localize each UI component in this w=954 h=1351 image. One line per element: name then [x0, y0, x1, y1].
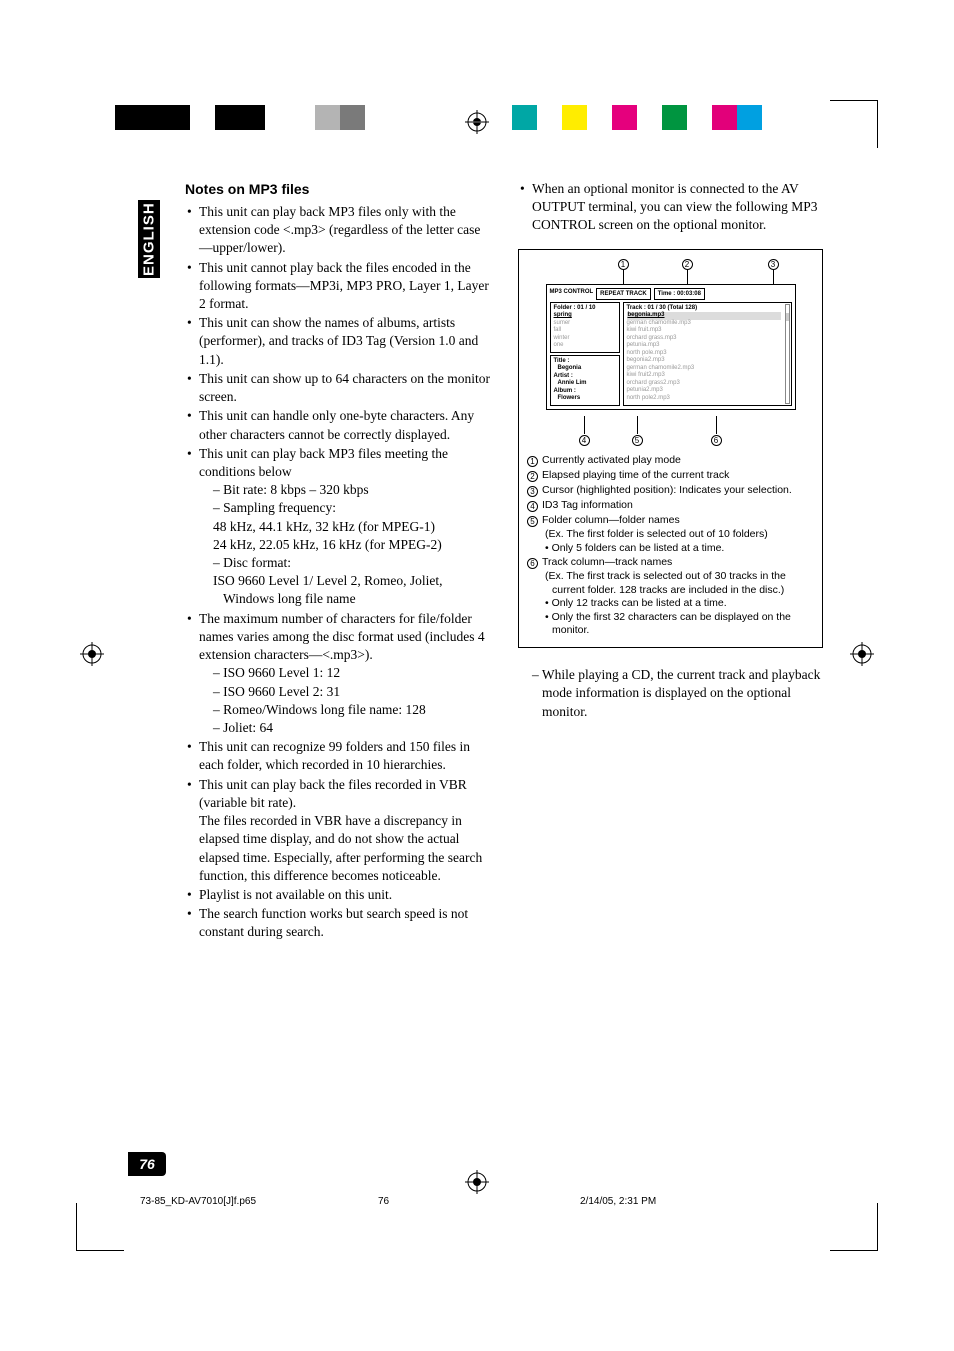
id3-artist: Annie Lim: [554, 380, 616, 388]
folder-item: fall: [554, 327, 616, 335]
registration-mark-left: [78, 640, 106, 668]
track-panel: Track : 01 / 30 (Total 128) begonia.mp3g…: [623, 302, 792, 406]
crop-mark: [830, 100, 878, 148]
scrollbar: [785, 304, 790, 404]
notes-list: This unit can play back MP3 files only w…: [185, 203, 490, 942]
right-column: When an optional monitor is connected to…: [518, 180, 823, 943]
id3-title: Begonia: [554, 365, 616, 373]
track-item: german chamomile.mp3: [627, 320, 781, 328]
registration-mark-right: [848, 640, 876, 668]
callout-5: 5: [632, 435, 643, 446]
crop-mark: [830, 1203, 878, 1251]
left-column: Notes on MP3 files This unit can play ba…: [185, 180, 490, 943]
track-item: north pole.mp3: [627, 350, 781, 358]
folder-item: winter: [554, 335, 616, 343]
figure-legend: 1Currently activated play mode2Elapsed p…: [527, 454, 814, 638]
mp3-screen: MP3 CONTROL REPEAT TRACK Time : 00:03:08…: [546, 284, 796, 410]
note-item: This unit can handle only one-byte chara…: [185, 407, 490, 443]
track-item: orchard grass.mp3: [627, 335, 781, 343]
legend-item: 5Folder column—folder names(Ex. The firs…: [527, 514, 814, 555]
track-item: petunia2.mp3: [627, 387, 781, 395]
left-panels: Folder : 01 / 10 springsumerfallwinteron…: [550, 302, 620, 406]
track-item: kiwi fruit.mp3: [627, 327, 781, 335]
footer-page: 76: [378, 1196, 389, 1207]
page-content: Notes on MP3 files This unit can play ba…: [135, 180, 823, 943]
note-item: This unit can play back MP3 files meetin…: [185, 445, 490, 609]
screen-title: MP3 CONTROL: [550, 288, 594, 300]
screen-mode: REPEAT TRACK: [596, 288, 651, 300]
legend-item: 2Elapsed playing time of the current tra…: [527, 469, 814, 483]
id3-album-label: Album :: [554, 388, 616, 396]
id3-panel: Title : Begonia Artist : Annie Lim Album…: [550, 355, 620, 406]
track-item: begonia2.mp3: [627, 357, 781, 365]
note-item: The maximum number of characters for fil…: [185, 610, 490, 738]
footer-file: 73-85_KD-AV7010[J]f.p65: [140, 1196, 256, 1207]
track-item: petunia.mp3: [627, 342, 781, 350]
crop-mark: [76, 1203, 124, 1251]
track-item: north pole2.mp3: [627, 395, 781, 403]
track-header: Track : 01 / 30 (Total 128): [627, 305, 788, 313]
folder-item: sumer: [554, 320, 616, 328]
footer-date: 2/14/05, 2:31 PM: [580, 1196, 656, 1207]
legend-item: 6Track column—track names(Ex. The first …: [527, 556, 814, 638]
track-item: begonia.mp3: [627, 312, 781, 320]
track-item: kiwi fruit2.mp3: [627, 372, 781, 380]
track-item: orchard grass2.mp3: [627, 380, 781, 388]
tail-note: – While playing a CD, the current track …: [518, 666, 823, 721]
legend-item: 3Cursor (highlighted position): Indicate…: [527, 484, 814, 498]
note-item: This unit can show the names of albums, …: [185, 314, 490, 369]
mp3-screen-figure: 1 2 3 MP3 CONTROL REPEAT TRACK Time : 00…: [536, 258, 806, 448]
folder-panel: Folder : 01 / 10 springsumerfallwinteron…: [550, 302, 620, 353]
note-item: Playlist is not available on this unit.: [185, 886, 490, 904]
id3-album: Flowers: [554, 395, 616, 403]
screen-time: Time : 00:03:08: [654, 288, 705, 300]
note-item: This unit can play back MP3 files only w…: [185, 203, 490, 258]
note-item: The search function works but search spe…: [185, 905, 490, 941]
legend-item: 4ID3 Tag information: [527, 499, 814, 513]
note-item: This unit cannot play back the files enc…: [185, 259, 490, 314]
track-item: german chamomile2.mp3: [627, 365, 781, 373]
callout-4: 4: [579, 435, 590, 446]
note-item: This unit can recognize 99 folders and 1…: [185, 738, 490, 774]
note-item: This unit can play back the files record…: [185, 776, 490, 885]
folder-header: Folder : 01 / 10: [554, 305, 616, 313]
right-intro: When an optional monitor is connected to…: [532, 181, 817, 232]
figure-box: 1 2 3 MP3 CONTROL REPEAT TRACK Time : 00…: [518, 249, 823, 648]
id3-title-label: Title :: [554, 358, 616, 366]
right-bullet: When an optional monitor is connected to…: [518, 180, 823, 235]
folder-item: spring: [554, 312, 616, 320]
legend-item: 1Currently activated play mode: [527, 454, 814, 468]
callout-6: 6: [711, 435, 722, 446]
folder-item: one: [554, 342, 616, 350]
note-item: This unit can show up to 64 characters o…: [185, 370, 490, 406]
section-heading: Notes on MP3 files: [185, 180, 490, 199]
id3-artist-label: Artist :: [554, 373, 616, 381]
page-number: 76: [128, 1152, 166, 1176]
registration-mark-top: [0, 108, 954, 136]
